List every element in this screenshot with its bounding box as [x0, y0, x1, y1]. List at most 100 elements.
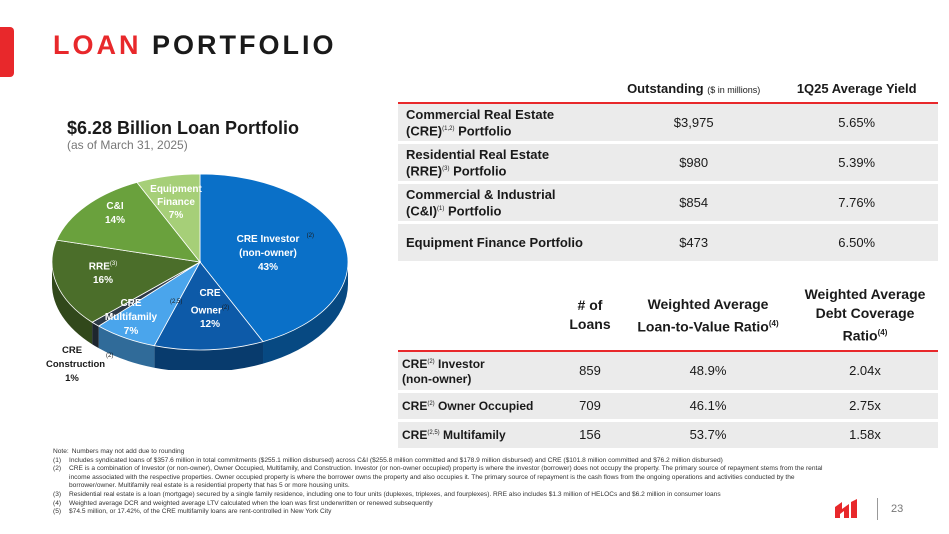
- page-number: 23: [891, 503, 904, 515]
- row-label: Commercial Real Estate (CRE)(1,2) Portfol…: [398, 103, 612, 144]
- header-dcr-sup: (4): [877, 328, 888, 337]
- label-ci-name: C&I: [106, 201, 124, 212]
- chart-subtitle: (as of March 31, 2025): [67, 138, 188, 152]
- row-label-suffix: Investor: [434, 356, 485, 371]
- label-cre-owner: CRE Owner(2) 12%: [180, 287, 240, 332]
- dcr-value: 1.58x: [792, 420, 938, 451]
- label-cre-investor-name: CRE Investor (non-owner): [236, 234, 300, 259]
- header-ltv-line2: Loan-to-Value Ratio: [637, 318, 769, 335]
- footnote: (2) CRE is a combination of Investor (or …: [53, 465, 833, 491]
- row-label-suffix: Portfolio: [444, 203, 502, 219]
- row-label: CRE(2,5) Multifamily: [398, 420, 556, 451]
- footnote: (3) Residential real estate is a loan (mo…: [53, 491, 833, 500]
- row-label-line1: Residential Real Estate: [406, 146, 550, 162]
- row-label-line2: (C&I): [406, 203, 438, 219]
- footnote-text: Numbers may not add due to rounding: [71, 448, 185, 455]
- label-ci-value: 14%: [104, 215, 125, 226]
- header-yield: 1Q25 Average Yield: [775, 78, 938, 104]
- pie-side-1: [154, 341, 264, 370]
- row-label-line2: (RRE): [406, 163, 443, 179]
- label-cre-construction-value: 1%: [65, 373, 79, 384]
- row-label-sup: (1,2): [442, 125, 455, 132]
- outstanding-value: $473: [611, 222, 776, 264]
- footer-divider: [877, 498, 878, 520]
- label-cre-construction-note: (2): [106, 353, 114, 359]
- label-equipment-finance-value: 7%: [168, 210, 184, 221]
- row-label: Residential Real Estate (RRE)(3) Portfoli…: [398, 142, 612, 184]
- row-label-prefix: CRE: [402, 428, 428, 443]
- footnote-text: Weighted average DCR and weighted averag…: [69, 499, 433, 507]
- row-label-suffix: Multifamily: [439, 428, 506, 443]
- table-row: CRE(2) Investor (non-owner) 859 48.9% 2.0…: [398, 350, 938, 393]
- pie-slice-equipment-finance: [136, 173, 201, 264]
- label-rre-name: RRE: [88, 261, 110, 273]
- row-label-sup: (2): [427, 401, 435, 408]
- pie-side-0: [263, 262, 348, 364]
- yield-value: 7.76%: [775, 182, 938, 224]
- table-row: Commercial Real Estate (CRE)(1,2) Portfol…: [398, 103, 938, 144]
- outstanding-value: $854: [611, 182, 776, 224]
- label-cre-owner-name: CRE Owner: [190, 288, 222, 317]
- loans-value: 709: [556, 391, 624, 422]
- footnote-text: Residential real estate is a loan (mortg…: [69, 490, 721, 498]
- company-logo-icon: [835, 499, 857, 518]
- row-label-sup: (3): [442, 165, 450, 172]
- label-ci: C&I 14%: [98, 200, 132, 228]
- footnote-marker: (1): [53, 456, 62, 464]
- row-label: CRE(2) Owner Occupied: [398, 391, 556, 422]
- row-label: CRE(2) Investor (non-owner): [398, 350, 556, 393]
- label-cre-multifamily-name: CRE Multifamily: [104, 298, 158, 323]
- label-cre-multifamily-note: (2,5): [170, 299, 183, 305]
- footnotes: Note: Numbers may not add due to rounding…: [53, 448, 833, 517]
- pie-slice-cre-owner: [153, 261, 264, 351]
- page-title: LOAN PORTFOLIO: [53, 30, 337, 61]
- cre-metrics-table: # of Loans Weighted Average Loan-to-Value …: [398, 285, 938, 451]
- header-blank: [398, 285, 556, 352]
- row-label-sup: (2): [427, 358, 435, 365]
- row-label-prefix: CRE: [402, 356, 428, 371]
- pie-side-4: [52, 262, 93, 345]
- portfolio-yield-table: Outstanding ($ in millions) 1Q25 Average…: [398, 78, 938, 264]
- outstanding-value: $980: [611, 142, 776, 184]
- chart-title: $6.28 Billion Loan Portfolio: [67, 118, 300, 138]
- header-loans-line2: Loans: [569, 316, 611, 333]
- outstanding-value: $3,975: [611, 103, 776, 144]
- footnote-marker: (4): [53, 499, 62, 507]
- header-outstanding-label: Outstanding: [627, 81, 704, 96]
- title-part-portfolio: PORTFOLIO: [152, 30, 337, 60]
- pie-slice-cre-investor-non-owner-: [199, 173, 349, 343]
- header-dcr-line1: Weighted Average: [804, 286, 926, 302]
- row-label-suffix: Owner Occupied: [434, 399, 534, 414]
- footnote-marker: (3): [53, 490, 62, 498]
- accent-bar: [0, 27, 14, 77]
- yield-value: 5.65%: [775, 103, 938, 144]
- label-cre-owner-note: (2): [221, 305, 230, 311]
- footnote-text: Includes syndicated loans of $357.6 mill…: [69, 456, 723, 464]
- header-blank: [398, 78, 612, 104]
- row-label-suffix: Portfolio: [449, 163, 507, 179]
- footnote-text: $74.5 million, or 17.42%, of the CRE mul…: [69, 508, 332, 516]
- pie-side-3: [92, 322, 99, 349]
- label-equipment-finance-name: Equipment Finance: [150, 184, 202, 208]
- footnote-text: CRE is a combination of Investor (or non…: [69, 465, 823, 490]
- title-part-loan: LOAN: [53, 30, 142, 60]
- row-label-prefix: CRE: [402, 399, 428, 414]
- label-rre: RRE(3) 16%: [86, 257, 120, 288]
- row-label-line1: Commercial & Industrial: [406, 186, 556, 202]
- label-cre-multifamily-value: 7%: [123, 326, 139, 337]
- label-cre-investor: CRE Investor (non-owner) (2) 43%: [228, 233, 314, 275]
- row-label-sup: (2,5): [427, 430, 440, 437]
- footnote: (5) $74.5 million, or 17.42%, of the CRE …: [53, 508, 833, 517]
- label-cre-owner-value: 12%: [199, 319, 220, 331]
- footnote: (1) Includes syndicated loans of $357.6 m…: [53, 457, 833, 466]
- row-label: Equipment Finance Portfolio: [398, 222, 612, 264]
- header-dcr-line2: Debt Coverage Ratio: [815, 305, 915, 344]
- yield-value: 5.39%: [775, 142, 938, 184]
- label-cre-investor-note: (2): [306, 233, 314, 239]
- footnote: Note: Numbers may not add due to rounding: [53, 448, 833, 457]
- row-label-line2: (CRE): [406, 123, 443, 139]
- header-ltv: Weighted Average Loan-to-Value Ratio(4): [624, 285, 792, 352]
- row-label: Commercial & Industrial (C&I)(1) Portfoli…: [398, 182, 612, 224]
- label-rre-value: 16%: [92, 275, 113, 287]
- header-outstanding: Outstanding ($ in millions): [611, 78, 776, 104]
